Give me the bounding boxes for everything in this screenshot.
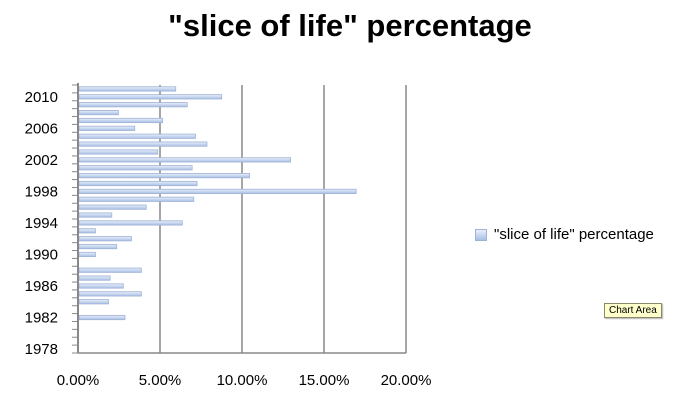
x-tick-label: 5.00% [139, 372, 182, 389]
bar [78, 173, 250, 179]
bar [78, 291, 142, 297]
bar [78, 220, 183, 226]
bar [78, 314, 126, 321]
bar [78, 117, 164, 124]
bar [78, 283, 124, 289]
legend-label: "slice of life" percentage [494, 226, 654, 243]
bar [78, 244, 118, 250]
bar [78, 102, 188, 108]
y-tick-label: 1994 [25, 215, 58, 232]
bar [78, 188, 357, 194]
y-tick-label: 2006 [25, 120, 58, 137]
chart-area-tooltip: Chart Area [604, 303, 662, 318]
bar [78, 204, 147, 210]
bar [78, 251, 96, 258]
y-tick-label: 2002 [25, 152, 58, 169]
bar [78, 180, 198, 187]
y-tick-label: 1990 [25, 246, 58, 263]
bar [78, 133, 196, 139]
x-tick-label: 10.00% [217, 372, 268, 389]
y-tick-label: 2010 [25, 89, 58, 106]
bar [78, 110, 119, 116]
bar [78, 141, 208, 147]
x-tick-label: 20.00% [381, 372, 432, 389]
bar [78, 86, 177, 92]
bar [78, 165, 193, 171]
chart-title: "slice of life" percentage [168, 8, 532, 43]
y-tick-label: 1978 [25, 341, 58, 358]
y-tick-label: 1998 [25, 183, 58, 200]
bar [78, 196, 195, 202]
x-tick-label: 0.00% [57, 372, 100, 389]
legend-swatch [475, 228, 487, 241]
bar [78, 236, 132, 242]
x-tick-label: 15.00% [299, 372, 350, 389]
y-tick-label: 1982 [25, 310, 58, 327]
bar [78, 275, 111, 281]
bar [78, 212, 113, 218]
legend[interactable]: "slice of life" percentage [475, 226, 654, 243]
y-tick-label: 1986 [25, 278, 58, 295]
bar [78, 228, 96, 234]
bar [78, 267, 142, 273]
bar [78, 149, 159, 155]
bar [78, 299, 109, 305]
bar [78, 157, 291, 163]
bar [78, 94, 223, 100]
bar [78, 125, 136, 131]
